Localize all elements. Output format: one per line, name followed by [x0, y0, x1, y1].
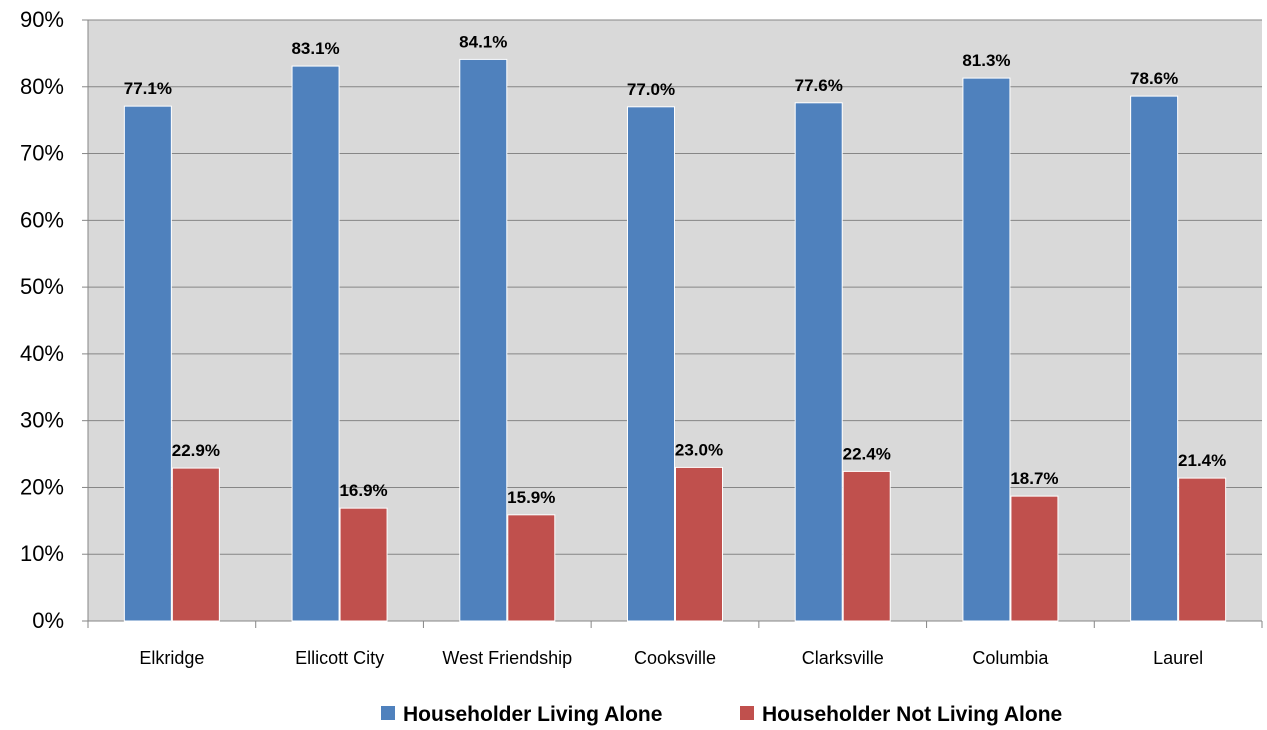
bar-householder-living-alone — [1130, 95, 1179, 622]
data-label: 15.9% — [507, 488, 555, 507]
y-tick-label: 40% — [20, 341, 64, 366]
y-tick-label: 10% — [20, 541, 64, 566]
x-tick-label: Cooksville — [634, 648, 716, 668]
legend-swatch — [381, 706, 395, 720]
data-label: 22.9% — [172, 441, 220, 460]
bar-householder-living-alone — [627, 106, 675, 622]
y-tick-label: 70% — [20, 141, 64, 166]
x-axis: Elkridge Ellicott City West Friendship Cook… — [87, 620, 1263, 668]
data-label: 77.6% — [795, 76, 843, 95]
data-label: 21.4% — [1178, 451, 1226, 470]
bar-householder-not-living-alone — [675, 466, 723, 622]
data-label: 81.3% — [962, 51, 1010, 70]
y-tick-label: 50% — [20, 274, 64, 299]
data-label: 22.4% — [843, 444, 891, 463]
legend: Householder Living Alone Householder Not … — [381, 703, 1062, 726]
y-tick-label: 0% — [32, 608, 64, 633]
legend-label: Householder Living Alone — [403, 703, 662, 726]
y-tick-label: 60% — [20, 207, 64, 232]
data-labels: 77.1% 22.9% 83.1% 16.9% 84.1% 15.9% 77.0% 23.0%… — [124, 32, 1226, 506]
data-label: 77.1% — [124, 79, 172, 98]
data-label: 84.1% — [459, 32, 507, 51]
bar-householder-living-alone — [794, 102, 843, 622]
bar-householder-not-living-alone — [1010, 495, 1059, 622]
bar-householder-not-living-alone — [1178, 477, 1227, 622]
bar-householder-not-living-alone — [339, 507, 388, 622]
bar-householder-living-alone — [291, 65, 340, 622]
bar-householder-not-living-alone — [842, 470, 891, 622]
x-tick-label: Clarksville — [802, 648, 884, 668]
legend-swatch — [740, 706, 754, 720]
bar-householder-not-living-alone — [507, 514, 556, 622]
bar-householder-living-alone — [962, 77, 1011, 622]
y-tick-label: 30% — [20, 408, 64, 433]
y-tick-label: 20% — [20, 474, 64, 499]
x-tick-label: West Friendship — [442, 648, 572, 668]
bar-householder-living-alone — [459, 58, 508, 622]
x-tick-label: Ellicott City — [295, 648, 384, 668]
data-label: 83.1% — [291, 39, 339, 58]
data-label: 23.0% — [675, 440, 723, 459]
bar-householder-living-alone — [123, 105, 172, 622]
y-tick-label: 80% — [20, 74, 64, 99]
x-tick-label: Columbia — [972, 648, 1049, 668]
data-label: 77.0% — [627, 80, 675, 99]
data-label: 78.6% — [1130, 69, 1178, 88]
x-tick-label: Elkridge — [139, 648, 204, 668]
bar-householder-not-living-alone — [171, 467, 220, 622]
x-tick-label: Laurel — [1153, 648, 1203, 668]
y-axis: 0% 10% 20% 30% 40% 50% 60% 70% 80% 90% — [20, 7, 89, 633]
legend-label: Householder Not Living Alone — [762, 703, 1062, 726]
bars — [123, 58, 1227, 622]
y-tick-label: 90% — [20, 7, 64, 32]
data-label: 18.7% — [1010, 469, 1058, 488]
data-label: 16.9% — [339, 481, 387, 500]
